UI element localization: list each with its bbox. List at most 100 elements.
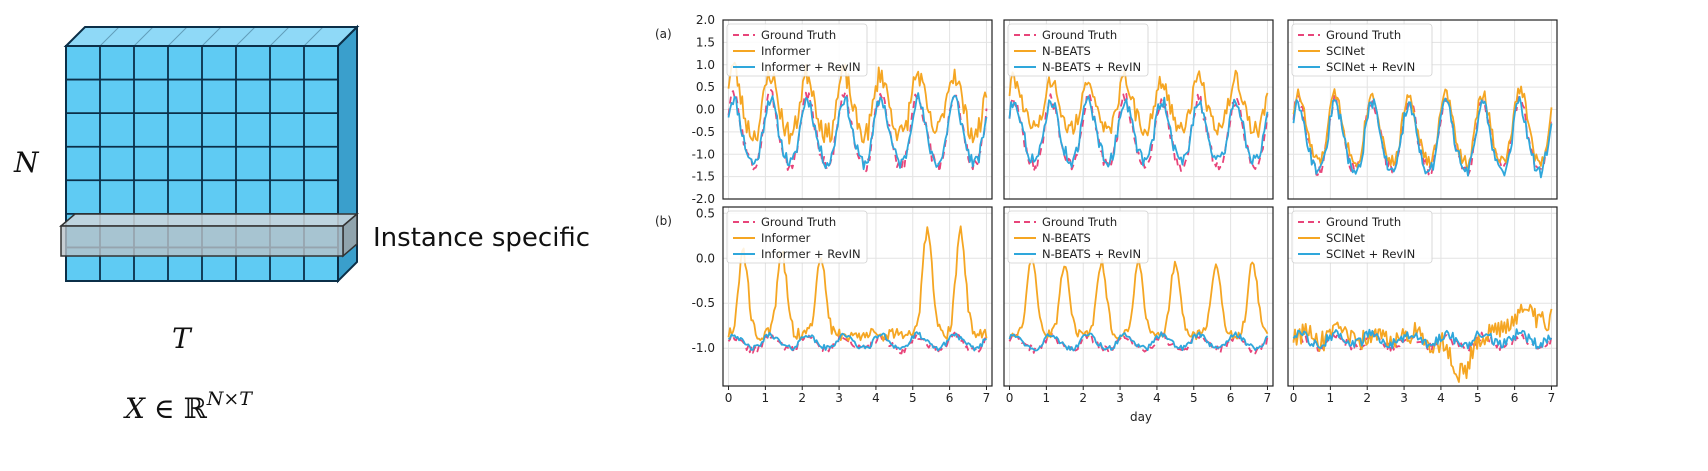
x-tick-label: 5: [1190, 391, 1198, 405]
y-tick-label: -1.0: [692, 147, 715, 161]
chart-panel: Ground Truth N-BEATS N-BEATS + RevIN 0 1 2 3 4 5…: [1003, 206, 1274, 405]
legend: Ground Truth SCINet SCINet + RevIN: [1291, 210, 1433, 264]
legend-label: Informer: [761, 231, 811, 245]
legend: Ground Truth N-BEATS N-BEATS + RevIN: [1007, 210, 1149, 264]
y-tick-label: 1.5: [696, 35, 715, 49]
x-tick-label: 2: [1079, 391, 1087, 405]
y-tick-label: -1.5: [692, 170, 715, 184]
legend-label: SCINet: [1326, 231, 1365, 245]
revin-series-line: [1008, 95, 1269, 168]
ground-truth-series-line: [1008, 93, 1269, 172]
chart-panel: Ground Truth Informer Informer + RevIN: [722, 19, 993, 200]
y-tick-label: 0.0: [696, 103, 715, 117]
x-tick-label: 6: [946, 391, 954, 405]
panel-frame: [722, 206, 993, 387]
panel-frame: [1287, 206, 1558, 387]
legend-box: [1291, 23, 1433, 77]
formula-r: ℝ: [183, 392, 207, 425]
x-tick-label: 7: [1264, 391, 1272, 405]
chart-panel: Ground Truth SCINet SCINet + RevIN: [1287, 19, 1558, 200]
instance-slab-front: [60, 225, 344, 257]
revin-series-line: [727, 92, 988, 171]
x-tick-label: 1: [1043, 391, 1051, 405]
legend-label: N-BEATS + RevIN: [1042, 247, 1141, 261]
row-label: (a): [655, 27, 672, 41]
x-tick-label: 7: [1548, 391, 1556, 405]
x-tick-label: 3: [1116, 391, 1124, 405]
x-tick-label: 7: [983, 391, 991, 405]
y-tick-label: 1.0: [696, 58, 715, 72]
legend-label: Informer + RevIN: [761, 247, 861, 261]
cube-top-line: [167, 26, 188, 47]
instance-specific-label: Instance specific: [373, 223, 590, 253]
legend-box: [1291, 210, 1433, 264]
legend: Ground Truth N-BEATS N-BEATS + RevIN: [1007, 23, 1149, 77]
model-series-line: [1009, 257, 1269, 341]
legend: Ground Truth SCINet SCINet + RevIN: [1291, 23, 1433, 77]
legend-label: Informer + RevIN: [761, 60, 861, 74]
row-label: (b): [655, 214, 672, 228]
chart-panel: Ground Truth SCINet SCINet + RevIN 0 1 2 3 4 5 6 7: [1287, 206, 1558, 405]
x-tick-label: 0: [1006, 391, 1014, 405]
panel-frame: [1003, 19, 1274, 200]
legend: Ground Truth Informer Informer + RevIN: [726, 23, 868, 77]
y-tick-label: 2.0: [696, 13, 715, 27]
legend-label: N-BEATS: [1042, 231, 1091, 245]
x-tick-label: 3: [835, 391, 843, 405]
x-axis-label: day: [1130, 410, 1152, 424]
legend-label: Ground Truth: [761, 28, 836, 42]
y-tick-label: -1.0: [692, 341, 715, 355]
cube-top-line: [269, 26, 290, 47]
legend-label: Ground Truth: [1326, 215, 1401, 229]
legend-label: SCINet + RevIN: [1326, 247, 1415, 261]
x-tick-label: 5: [909, 391, 917, 405]
x-tick-label: 5: [1474, 391, 1482, 405]
x-tick-label: 0: [1290, 391, 1298, 405]
x-tick-label: 4: [1153, 391, 1161, 405]
legend-label: Ground Truth: [1042, 215, 1117, 229]
x-tick-label: 0: [725, 391, 733, 405]
model-series-line: [1292, 85, 1553, 169]
x-tick-label: 1: [762, 391, 770, 405]
n-dimension-label: N: [13, 146, 40, 179]
chart-panel: Ground Truth N-BEATS N-BEATS + RevIN: [1003, 19, 1274, 200]
model-series-line: [1292, 303, 1553, 383]
x-tick-label: 2: [1363, 391, 1371, 405]
formula-x: X ∈: [123, 392, 183, 425]
x-tick-label: 3: [1400, 391, 1408, 405]
x-tick-label: 2: [798, 391, 806, 405]
cube-top-line: [201, 26, 222, 47]
legend-label: N-BEATS + RevIN: [1042, 60, 1141, 74]
legend-box: [726, 210, 868, 264]
legend-label: Informer: [761, 44, 811, 58]
cube-top-line: [133, 26, 154, 47]
legend-label: Ground Truth: [1326, 28, 1401, 42]
model-series-line: [1008, 69, 1269, 138]
legend-label: Ground Truth: [761, 215, 836, 229]
cube-top-line: [235, 26, 256, 47]
panel-frame: [1287, 19, 1558, 200]
panel-frame: [722, 19, 993, 200]
x-tick-label: 4: [872, 391, 880, 405]
revin-series-line: [1008, 331, 1269, 352]
y-tick-label: -2.0: [692, 192, 715, 206]
chart-panel: Ground Truth Informer Informer + RevIN 0 1 2 3…: [722, 206, 993, 405]
x-tick-label: 4: [1437, 391, 1445, 405]
formula-sup: N×T: [206, 388, 254, 410]
y-tick-label: -0.5: [692, 125, 715, 139]
t-dimension-label: T: [172, 322, 193, 355]
y-tick-label: 0.0: [696, 251, 715, 265]
revin-series-line: [728, 331, 988, 352]
legend-box: [1007, 23, 1149, 77]
cube-top-line: [303, 26, 324, 47]
model-series-line: [727, 61, 988, 145]
legend-label: SCINet + RevIN: [1326, 60, 1415, 74]
y-tick-label: -0.5: [692, 296, 715, 310]
tensor-illustration: N T Instance specific X ∈ ℝN×T: [13, 24, 590, 425]
x-tick-label: 6: [1511, 391, 1519, 405]
legend: Ground Truth Informer Informer + RevIN: [726, 210, 868, 264]
x-tick-label: 1: [1327, 391, 1335, 405]
panel-frame: [1003, 206, 1274, 387]
revin-series-line: [1292, 328, 1553, 350]
